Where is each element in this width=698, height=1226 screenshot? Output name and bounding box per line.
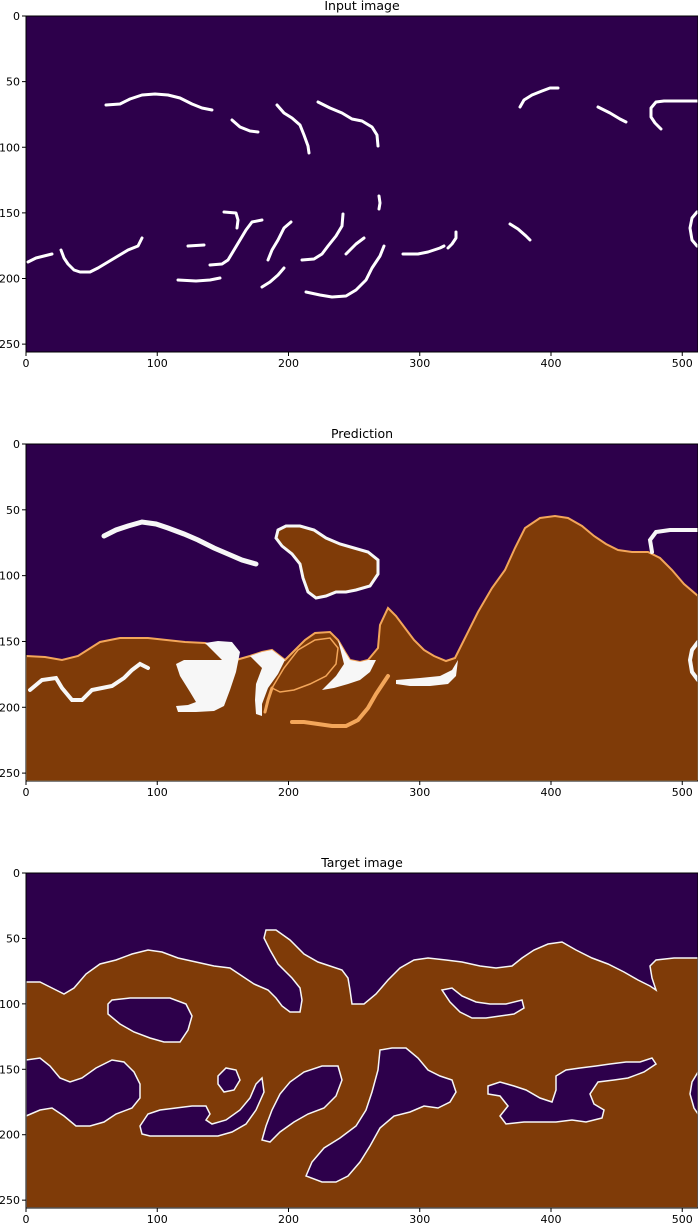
y-tick-label: 250 [0, 767, 20, 780]
input-image-heatmap [26, 16, 698, 352]
stroke-segment [518, 86, 560, 109]
x-tick-label: 0 [23, 1213, 30, 1226]
stroke-segment [59, 236, 144, 274]
y-tick-label: 200 [0, 701, 20, 714]
x-tick-label: 200 [278, 1213, 299, 1226]
stroke-segment [176, 276, 222, 283]
stroke-segment [26, 252, 54, 264]
target-hole [107, 997, 193, 1043]
x-tick-label: 100 [147, 1213, 168, 1226]
stroke-segment [508, 222, 532, 242]
axis-ticks: 0 100 200 300 400 500 0 50 100 150 200 250 [0, 438, 693, 799]
y-tick-label: 0 [13, 438, 20, 451]
stroke-segment [186, 243, 206, 248]
stroke-segment [275, 103, 311, 155]
x-tick-label: 200 [278, 786, 299, 799]
y-tick-label: 150 [0, 1063, 20, 1076]
stroke-segment [688, 210, 698, 248]
stroke-segment [377, 194, 382, 211]
x-tick-label: 400 [541, 786, 562, 799]
y-tick-label: 200 [0, 273, 20, 286]
x-tick-label: 300 [409, 1213, 430, 1226]
x-tick-label: 500 [672, 1213, 693, 1226]
target-image-panel: Target image 0 100 200 300 400 500 0 50 100 150 20… [0, 855, 698, 1226]
prediction-edge [290, 674, 390, 728]
x-tick-label: 0 [23, 357, 30, 370]
axis-ticks: 0 100 200 300 400 500 0 50 100 150 200 250 [0, 10, 693, 370]
y-tick-label: 0 [13, 10, 20, 23]
x-tick-label: 400 [541, 1213, 562, 1226]
x-tick-label: 400 [541, 357, 562, 370]
stroke-segment [266, 220, 293, 262]
stroke-segment [208, 218, 264, 267]
prediction-edge [101, 519, 259, 567]
y-tick-label: 0 [13, 867, 20, 880]
panel-title: Input image [324, 0, 400, 13]
x-tick-label: 500 [672, 786, 693, 799]
y-tick-label: 50 [6, 76, 20, 89]
boundary-region [176, 641, 240, 712]
boundary-region [250, 650, 285, 716]
x-tick-label: 0 [23, 786, 30, 799]
target-hole [139, 1076, 265, 1137]
target-hole [26, 1057, 141, 1127]
stroke-segment [104, 92, 214, 112]
stroke-segment [304, 244, 386, 299]
y-tick-label: 100 [0, 141, 20, 154]
plot-frame [25, 15, 698, 353]
x-tick-label: 500 [672, 357, 693, 370]
stroke-segment [401, 244, 446, 256]
stroke-segment [300, 212, 345, 262]
panel-title: Target image [320, 855, 403, 870]
y-tick-label: 250 [0, 1194, 20, 1207]
stroke-segment [596, 105, 628, 124]
input-image-panel: Input image [0, 0, 698, 370]
target-hole [440, 987, 525, 1019]
boundary-region [322, 640, 376, 690]
plot-frame [25, 443, 698, 782]
x-tick-label: 200 [278, 357, 299, 370]
prediction-edge [687, 640, 698, 682]
target-hole [487, 1057, 658, 1125]
target-hole [217, 1067, 241, 1093]
y-tick-label: 100 [0, 998, 20, 1011]
y-tick-label: 150 [0, 207, 20, 220]
stroke-segment [260, 266, 286, 289]
input-strokes [26, 86, 698, 299]
target-region [26, 929, 698, 1208]
target-image-heatmap [26, 873, 698, 1208]
stroke-segment [446, 230, 458, 250]
y-tick-label: 50 [6, 932, 20, 945]
y-tick-label: 50 [6, 504, 20, 517]
predicted-region [274, 524, 380, 600]
y-tick-label: 100 [0, 570, 20, 583]
heatmap-background [26, 16, 698, 352]
stroke-segment [316, 100, 380, 148]
x-tick-label: 300 [409, 357, 430, 370]
predicted-region [270, 637, 339, 693]
x-tick-label: 100 [147, 786, 168, 799]
target-hole [689, 1070, 698, 1116]
target-hole [261, 1065, 343, 1143]
y-tick-label: 250 [0, 338, 20, 351]
prediction-edge [263, 686, 274, 714]
stroke-segment [222, 210, 240, 230]
x-tick-label: 300 [409, 786, 430, 799]
panel-title: Prediction [331, 426, 393, 441]
y-tick-label: 200 [0, 1129, 20, 1142]
target-hole [305, 1047, 457, 1183]
prediction-edge [647, 528, 698, 554]
stroke-segment [649, 99, 698, 131]
y-tick-label: 150 [0, 635, 20, 648]
boundary-region [396, 660, 458, 686]
prediction-panel: Prediction 0 100 200 300 400 500 0 50 100 150 200 2… [0, 426, 698, 799]
stroke-segment [230, 118, 260, 134]
prediction-edge [28, 661, 150, 702]
plot-frame [25, 872, 698, 1209]
prediction-heatmap [26, 444, 698, 781]
axis-ticks: 0 100 200 300 400 500 0 50 100 150 200 250 [0, 867, 693, 1226]
x-tick-label: 100 [147, 357, 168, 370]
stroke-segment [344, 236, 366, 256]
